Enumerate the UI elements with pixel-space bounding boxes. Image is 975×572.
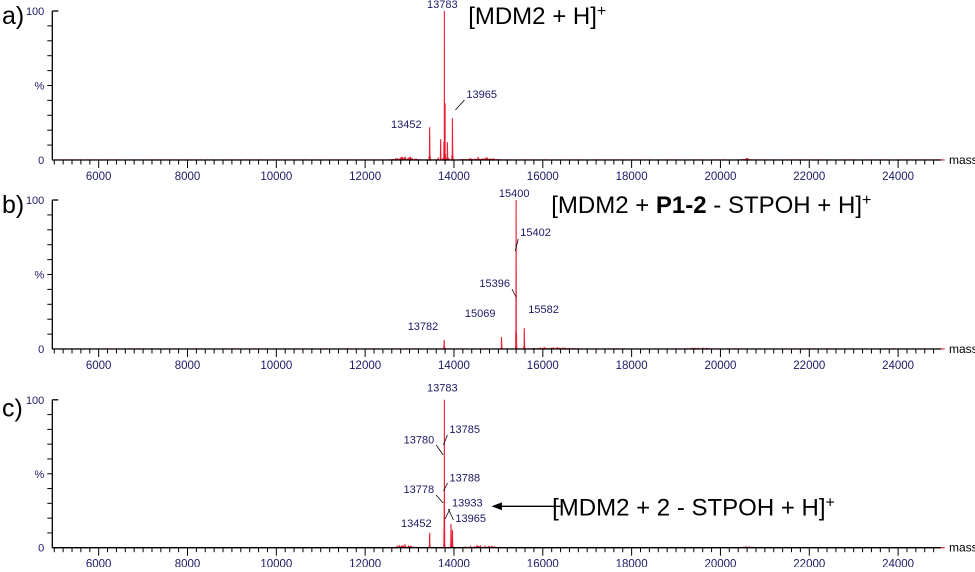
svg-text:13965: 13965	[455, 513, 486, 525]
svg-text:15400: 15400	[499, 189, 530, 200]
svg-text:%: %	[35, 469, 45, 481]
svg-text:0: 0	[38, 543, 44, 555]
svg-text:10000: 10000	[260, 171, 292, 183]
svg-text:15402: 15402	[520, 227, 551, 239]
svg-text:mass: mass	[949, 153, 975, 167]
svg-text:c): c)	[2, 395, 23, 423]
svg-text:20000: 20000	[704, 559, 736, 567]
svg-text:12000: 12000	[349, 360, 381, 372]
svg-text:16000: 16000	[527, 360, 559, 372]
svg-text:22000: 22000	[793, 360, 825, 372]
svg-text:14000: 14000	[438, 559, 470, 567]
svg-text:18000: 18000	[616, 559, 648, 567]
svg-text:mass: mass	[949, 342, 975, 356]
svg-text:6000: 6000	[86, 559, 112, 567]
svg-text:22000: 22000	[793, 171, 825, 183]
svg-text:18000: 18000	[616, 360, 648, 372]
svg-text:15582: 15582	[528, 304, 559, 316]
svg-text:18000: 18000	[616, 171, 648, 183]
svg-text:100: 100	[26, 195, 44, 207]
svg-text:8000: 8000	[175, 559, 201, 567]
svg-text:20000: 20000	[704, 171, 736, 183]
svg-text:10000: 10000	[260, 360, 292, 372]
svg-text:16000: 16000	[527, 559, 559, 567]
svg-text:%: %	[35, 81, 45, 93]
svg-text:13933: 13933	[452, 497, 483, 509]
svg-text:8000: 8000	[175, 171, 201, 183]
svg-text:12000: 12000	[349, 559, 381, 567]
svg-text:0: 0	[38, 344, 44, 356]
svg-text:13452: 13452	[401, 518, 432, 530]
svg-text:13783: 13783	[427, 382, 458, 394]
svg-text:15396: 15396	[479, 278, 510, 290]
svg-text:8000: 8000	[175, 360, 201, 372]
svg-text:20000: 20000	[704, 360, 736, 372]
svg-text:6000: 6000	[86, 171, 112, 183]
svg-text:24000: 24000	[882, 171, 914, 183]
svg-text:13778: 13778	[404, 484, 435, 496]
svg-text:100: 100	[26, 6, 44, 18]
svg-text:13965: 13965	[466, 89, 497, 101]
svg-text:22000: 22000	[793, 559, 825, 567]
svg-text:13783: 13783	[427, 0, 458, 11]
svg-text:0: 0	[38, 155, 44, 167]
svg-text:%: %	[35, 270, 45, 282]
svg-text:13782: 13782	[408, 321, 439, 333]
svg-text:16000: 16000	[527, 171, 559, 183]
svg-text:24000: 24000	[882, 559, 914, 567]
svg-text:6000: 6000	[86, 360, 112, 372]
svg-text:[MDM2 + H]+: [MDM2 + H]+	[468, 3, 606, 31]
svg-text:a): a)	[2, 2, 24, 30]
svg-text:13780: 13780	[404, 435, 435, 447]
svg-text:[MDM2 + 2 - STPOH + H]+: [MDM2 + 2 - STPOH + H]+	[552, 494, 835, 522]
svg-text:24000: 24000	[882, 360, 914, 372]
svg-text:14000: 14000	[438, 171, 470, 183]
svg-text:14000: 14000	[438, 360, 470, 372]
svg-text:13452: 13452	[391, 119, 422, 131]
svg-text:15069: 15069	[465, 308, 496, 320]
svg-text:b): b)	[2, 191, 24, 219]
svg-text:10000: 10000	[260, 559, 292, 567]
svg-text:mass: mass	[949, 541, 975, 555]
svg-text:12000: 12000	[349, 171, 381, 183]
svg-text:100: 100	[26, 395, 44, 407]
svg-text:13785: 13785	[449, 424, 480, 436]
svg-text:13788: 13788	[450, 472, 481, 484]
svg-text:[MDM2 + P1-2 - STPOH + H]+: [MDM2 + P1-2 - STPOH + H]+	[551, 192, 871, 220]
